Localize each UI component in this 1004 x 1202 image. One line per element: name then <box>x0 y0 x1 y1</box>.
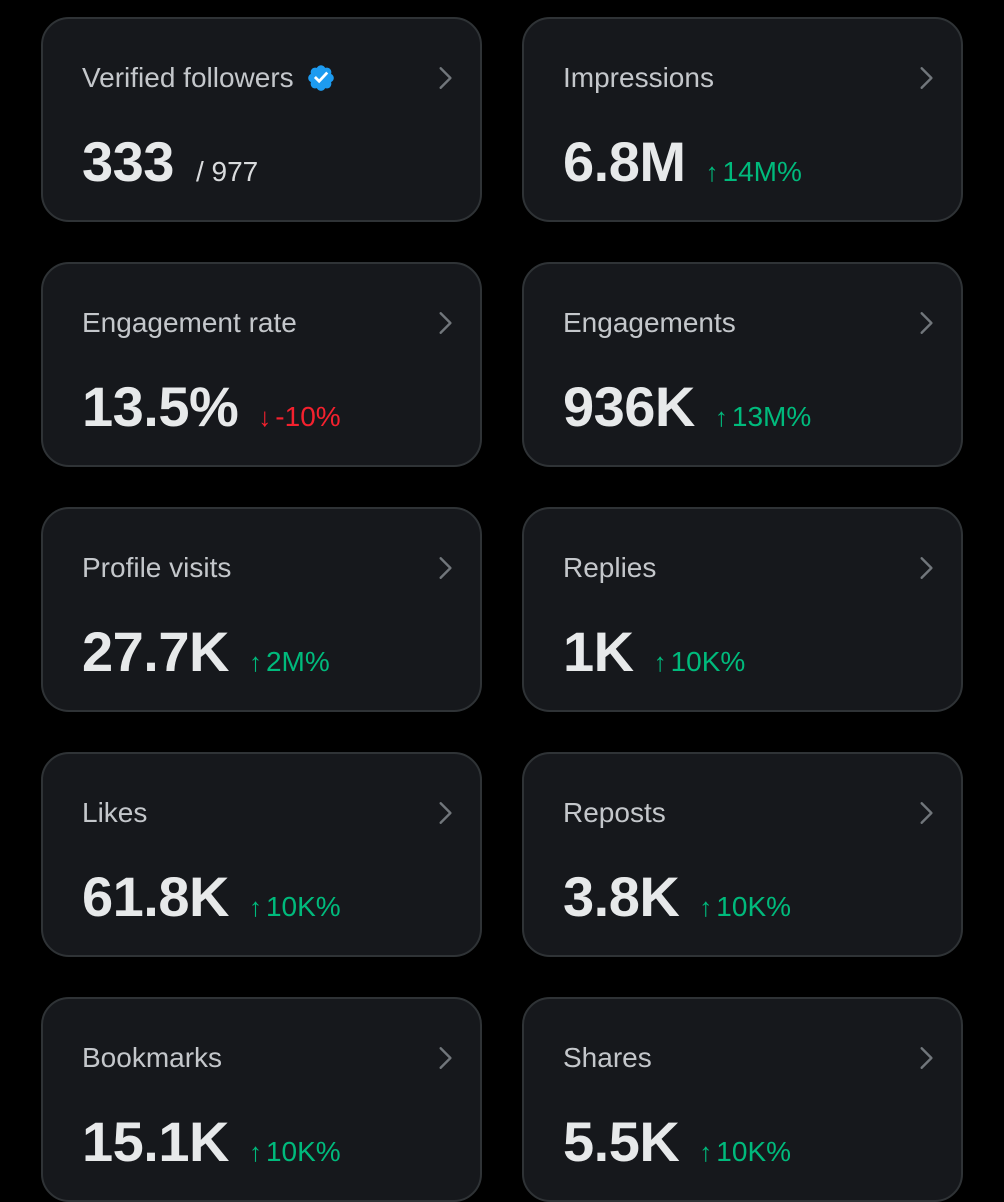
metric-card-engagement-rate[interactable]: Engagement rate 13.5% ↓ -10% <box>41 262 482 467</box>
chevron-right-icon <box>920 67 933 89</box>
metric-value: 13.5% <box>82 375 239 438</box>
chevron-right-icon <box>439 67 452 89</box>
metric-label-row: Likes <box>82 796 147 830</box>
arrow-down-icon: ↓ <box>258 402 272 432</box>
chevron-right-icon <box>439 1047 452 1069</box>
metric-card-bookmarks[interactable]: Bookmarks 15.1K ↑ 10K% <box>41 997 482 1202</box>
metric-value: 1K <box>563 620 634 683</box>
metric-value: 61.8K <box>82 865 229 928</box>
metric-value-row: 3.8K ↑ 10K% <box>563 862 791 932</box>
metric-label: Reposts <box>563 797 666 828</box>
metric-label: Shares <box>563 1042 652 1073</box>
metric-change-text: 13M% <box>731 401 812 432</box>
metric-change: ↑ 10K% <box>699 1136 791 1168</box>
metric-value: 333 <box>82 130 174 193</box>
arrow-up-icon: ↑ <box>714 402 728 432</box>
metric-card-verified-followers[interactable]: Verified followers 333 / 977 <box>41 17 482 222</box>
metric-change-text: 10K% <box>265 1136 341 1167</box>
metric-change: ↑ 10K% <box>699 891 791 923</box>
metric-value: 3.8K <box>563 865 680 928</box>
metric-value-row: 5.5K ↑ 10K% <box>563 1107 791 1177</box>
chevron-right-icon <box>920 802 933 824</box>
metric-change-text: 10K% <box>670 646 746 677</box>
metric-label: Replies <box>563 552 657 583</box>
metric-card-shares[interactable]: Shares 5.5K ↑ 10K% <box>522 997 963 1202</box>
arrow-up-icon: ↑ <box>248 892 262 922</box>
metric-value-row: 61.8K ↑ 10K% <box>82 862 341 932</box>
metric-change-text: -10% <box>275 401 341 432</box>
metric-card-replies[interactable]: Replies 1K ↑ 10K% <box>522 507 963 712</box>
metric-change-text: 10K% <box>716 891 792 922</box>
metric-card-likes[interactable]: Likes 61.8K ↑ 10K% <box>41 752 482 957</box>
metric-value-row: 333 / 977 <box>82 127 258 197</box>
metric-label: Bookmarks <box>82 1042 223 1073</box>
metric-value-row: 6.8M ↑ 14M% <box>563 127 802 197</box>
metric-change: ↑ 10K% <box>249 891 341 923</box>
metric-card-impressions[interactable]: Impressions 6.8M ↑ 14M% <box>522 17 963 222</box>
metric-label-row: Verified followers <box>82 61 336 95</box>
arrow-up-icon: ↑ <box>248 647 262 677</box>
metric-value-row: 15.1K ↑ 10K% <box>82 1107 341 1177</box>
analytics-metrics-grid: Verified followers 333 / 977 Impressions… <box>41 17 963 1202</box>
chevron-right-icon <box>920 1047 933 1069</box>
metric-change-text: 2M% <box>265 646 330 677</box>
chevron-right-icon <box>920 312 933 334</box>
metric-label-row: Shares <box>563 1041 652 1075</box>
metric-change-text: 10K% <box>265 891 341 922</box>
arrow-up-icon: ↑ <box>653 647 667 677</box>
chevron-right-icon <box>439 802 452 824</box>
metric-label-row: Reposts <box>563 796 666 830</box>
metric-label: Engagement rate <box>82 307 297 338</box>
metric-label-row: Engagements <box>563 306 736 340</box>
metric-value: 936K <box>563 375 695 438</box>
verified-badge-icon <box>307 65 334 91</box>
metric-change: ↑ 14M% <box>706 156 802 188</box>
chevron-right-icon <box>920 557 933 579</box>
metric-label-row: Replies <box>563 551 656 585</box>
chevron-right-icon <box>439 312 452 334</box>
metric-value: 6.8M <box>563 130 686 193</box>
metric-label: Likes <box>82 797 148 828</box>
metric-value: 27.7K <box>82 620 229 683</box>
metric-label-row: Profile visits <box>82 551 231 585</box>
arrow-up-icon: ↑ <box>705 157 719 187</box>
arrow-up-icon: ↑ <box>248 1137 262 1167</box>
chevron-right-icon <box>439 557 452 579</box>
metric-change: ↑ 10K% <box>654 646 746 678</box>
metric-value: 15.1K <box>82 1110 229 1173</box>
metric-total: / 977 <box>195 156 259 187</box>
metric-change-text: 10K% <box>716 1136 792 1167</box>
metric-change: ↑ 2M% <box>249 646 330 678</box>
metric-label-row: Impressions <box>563 61 714 95</box>
metric-value-row: 13.5% ↓ -10% <box>82 372 341 442</box>
metric-change: ↑ 10K% <box>249 1136 341 1168</box>
metric-label-row: Bookmarks <box>82 1041 222 1075</box>
metric-change: ↑ 13M% <box>715 401 811 433</box>
metric-label: Verified followers <box>82 62 294 93</box>
metric-value-row: 27.7K ↑ 2M% <box>82 617 330 687</box>
metric-value-row: 1K ↑ 10K% <box>563 617 745 687</box>
arrow-up-icon: ↑ <box>699 892 713 922</box>
metric-label: Profile visits <box>82 552 232 583</box>
metric-change: ↓ -10% <box>258 401 340 433</box>
metric-card-profile-visits[interactable]: Profile visits 27.7K ↑ 2M% <box>41 507 482 712</box>
metric-value-row: 936K ↑ 13M% <box>563 372 811 442</box>
metric-card-engagements[interactable]: Engagements 936K ↑ 13M% <box>522 262 963 467</box>
metric-label: Impressions <box>563 62 714 93</box>
arrow-up-icon: ↑ <box>699 1137 713 1167</box>
metric-label: Engagements <box>563 307 736 338</box>
metric-value: 5.5K <box>563 1110 680 1173</box>
metric-card-reposts[interactable]: Reposts 3.8K ↑ 10K% <box>522 752 963 957</box>
metric-label-row: Engagement rate <box>82 306 297 340</box>
metric-change-text: 14M% <box>722 156 802 187</box>
